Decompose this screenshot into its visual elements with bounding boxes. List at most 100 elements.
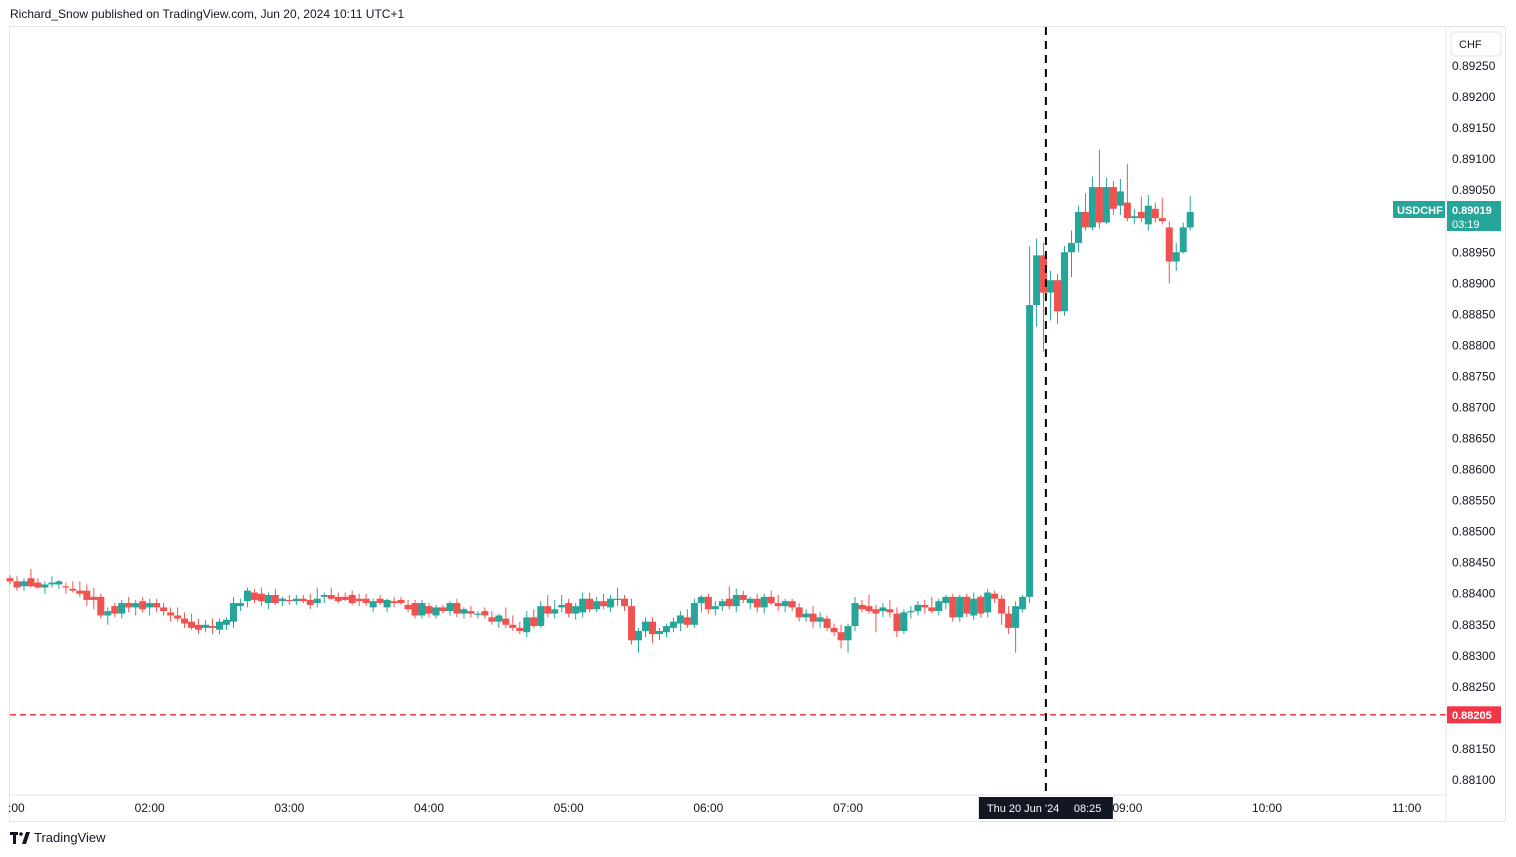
candle-body [1026,305,1034,597]
candle-body [236,603,244,607]
candle [202,619,210,633]
candle-body [572,606,580,614]
candle [27,568,35,588]
candle-body [893,613,901,631]
candle-body [1137,211,1145,219]
candle [62,582,70,594]
candle-body [662,626,670,633]
price-tick-label: 0.88150 [1452,742,1496,756]
candle-body [146,603,154,608]
candle-body [1172,252,1180,262]
candle-body [690,603,698,625]
crosshair-time: 08:25 [1074,803,1102,815]
candle-body [586,598,594,610]
candle [1054,273,1062,324]
candle-body [41,584,49,588]
candle [1095,149,1103,229]
candle-body [1074,211,1082,243]
candle [865,594,873,614]
candle [488,611,496,625]
candle-body [243,590,251,602]
candle-body [1109,187,1117,209]
currency-label-box[interactable]: CHF [1450,31,1502,57]
candle [146,598,154,616]
candle [886,599,894,618]
candle [614,587,622,607]
candle [907,606,915,619]
last-price-tag: 0.89019 03:19 [1447,201,1501,231]
candle-body [348,594,356,604]
candle-body [83,590,91,600]
candle-body [62,586,70,588]
candle-body [250,592,258,600]
candle-body [341,596,349,600]
candle-body [160,607,168,612]
candle-body [1040,255,1048,293]
candle [893,607,901,638]
candle-body [956,596,964,618]
candle-body [879,607,887,612]
candle [1026,246,1034,604]
currency-label: CHF [1459,39,1482,51]
candle [809,606,817,628]
price-axis[interactable]: 0.89250 0.89200 0.89150 0.89100 0.89050 0.889… [1452,59,1496,787]
candle-body [1165,227,1173,262]
time-tick-label: :00 [8,801,25,815]
candle-body [467,611,475,614]
candle [760,593,768,614]
candle [460,607,468,619]
candle-body [830,627,838,633]
candle-body [718,601,726,607]
candle [292,594,300,605]
candle-body [1186,211,1194,228]
candle [844,623,852,653]
candle [90,587,98,610]
candle [662,623,670,638]
candle-body [614,598,622,600]
candle [1005,606,1013,635]
candle [641,617,649,638]
time-axis[interactable]: :00 02:00 03:00 04:00 05:00 06:00 07:00 09:00 10… [8,801,1422,815]
price-tick-label: 0.88750 [1452,369,1496,383]
candle [34,578,42,589]
candle [655,627,663,641]
candle-body [153,603,161,608]
candle-body [711,606,719,610]
candle-body [921,604,929,608]
candle [600,593,608,610]
candle [669,617,677,633]
candle-body [942,596,950,604]
candle-body [886,609,894,613]
candle [914,601,922,616]
candle-body [174,615,182,619]
candle-body [697,596,705,604]
reference-price-tag: 0.88205 [1447,706,1501,724]
candle [732,588,740,613]
candle [683,609,691,628]
candle [516,621,524,635]
candle-body [635,630,643,641]
candle-body [481,611,489,616]
candle-body [949,596,957,618]
candle [621,594,629,612]
candle-body [34,582,42,588]
candle [718,598,726,612]
time-tick-label: 02:00 [135,801,165,815]
candle [879,603,887,618]
candle [635,627,643,653]
candle-body [362,598,370,604]
candle [851,596,859,631]
candle-body [376,598,384,604]
price-tick-label: 0.89100 [1452,152,1496,166]
tradingview-footer[interactable]: TradingView [10,830,106,845]
price-tick-label: 0.88950 [1452,245,1496,259]
candle-body [788,601,796,608]
candle [963,593,971,618]
candle-body [1061,252,1069,312]
candle [956,594,964,622]
candle [711,601,719,616]
candle [1012,601,1020,653]
candle [823,615,831,631]
candle [1137,196,1145,223]
